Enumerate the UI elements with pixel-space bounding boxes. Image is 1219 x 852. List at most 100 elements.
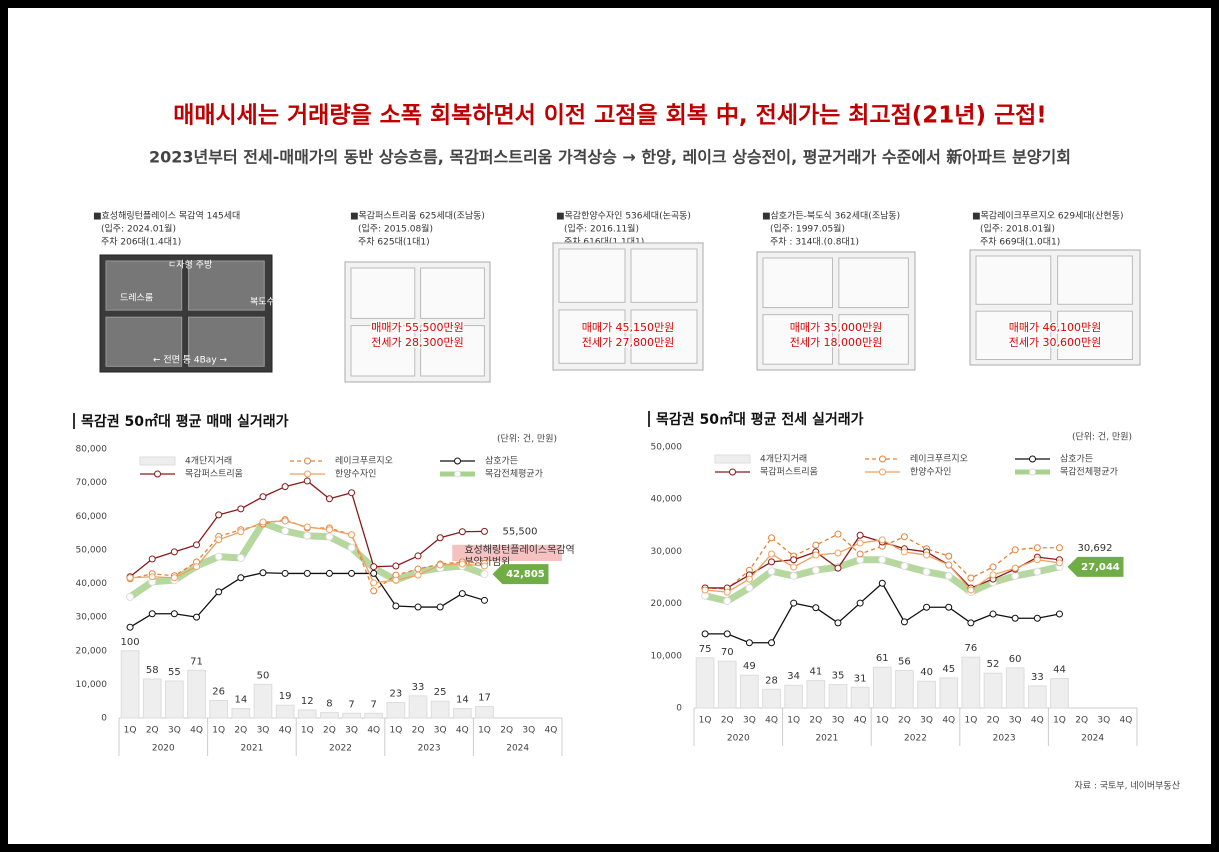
point-marker — [348, 569, 356, 577]
bar — [1027, 685, 1047, 709]
bar-value-label: 45 — [942, 664, 955, 675]
point-marker — [1055, 610, 1063, 618]
x-group-label: 2021 — [815, 734, 838, 744]
point-marker — [370, 563, 378, 571]
bar — [231, 708, 251, 719]
point-marker — [745, 575, 753, 583]
floor-room — [1057, 310, 1133, 361]
legend-marker — [454, 457, 461, 465]
point-marker — [967, 619, 975, 627]
point-marker — [745, 639, 753, 647]
bar — [784, 684, 804, 709]
floor-room — [838, 257, 909, 309]
point-marker — [900, 618, 908, 626]
bar — [828, 684, 848, 709]
x-tick-label: 3Q — [168, 726, 181, 736]
point-marker — [281, 569, 289, 577]
bar-value-label: 56 — [898, 657, 911, 668]
bar-value-label: 23 — [390, 689, 403, 700]
point-marker — [900, 548, 908, 556]
bar — [983, 672, 1003, 709]
bar — [939, 677, 959, 709]
point-marker — [414, 565, 422, 573]
room-label: 복도수납장 — [250, 297, 291, 308]
point-marker — [237, 505, 245, 513]
point-marker — [214, 552, 223, 561]
point-marker — [989, 563, 997, 571]
point-marker — [126, 623, 134, 631]
legend-marker — [304, 457, 311, 465]
legend-label: 목감퍼스트리움 — [185, 468, 243, 480]
point-marker — [480, 570, 489, 579]
point-marker — [856, 539, 864, 547]
x-tick-label: 3Q — [434, 726, 447, 736]
price-label: 전세가 27,800만원 — [582, 336, 675, 349]
x-group-label: 2023 — [418, 744, 441, 754]
price-label: 전세가 18,000만원 — [790, 336, 883, 349]
series-line — [705, 533, 1060, 590]
price-label: 매매가 46,100만원 — [1009, 321, 1102, 334]
x-tick-label: 1Q — [301, 726, 314, 736]
bar-value-label: 76 — [965, 643, 978, 654]
floor-room — [105, 260, 183, 311]
legend-label: 목감퍼스트리움 — [760, 466, 818, 478]
bar — [740, 674, 759, 709]
y-tick-label: 70,000 — [76, 478, 108, 488]
floor-room — [975, 255, 1052, 305]
plan-move-in: (입주: 2015.08월) — [358, 223, 433, 235]
point-marker — [170, 574, 178, 582]
y-tick-label: 80,000 — [76, 445, 108, 455]
x-tick-label: 3Q — [522, 726, 535, 736]
x-group-label: 2024 — [1081, 734, 1104, 744]
x-group-label: 2020 — [152, 744, 175, 754]
point-marker — [237, 528, 245, 536]
bar-value-label: 55 — [168, 667, 181, 678]
floor-room — [838, 314, 909, 365]
point-marker — [148, 610, 156, 618]
plan-name: ■삼호가든-북도식 362세대(조남동) — [762, 211, 900, 222]
x-tick-label: 1Q — [787, 716, 800, 726]
bar-value-label: 12 — [301, 696, 314, 707]
subtitle: 2023년부터 전세-매매가의 동반 상승흐름, 목감퍼스트리움 가격상승 → … — [149, 148, 1071, 167]
point-marker — [723, 630, 731, 638]
y-tick-label: 20,000 — [76, 646, 108, 656]
bar-value-label: 7 — [371, 699, 377, 710]
point-marker — [989, 610, 997, 618]
point-marker — [1033, 614, 1041, 622]
price-label: 전세가 30,600만원 — [1009, 336, 1102, 349]
point-marker — [281, 483, 289, 491]
bar-value-label: 58 — [146, 665, 159, 676]
bar — [275, 704, 295, 719]
point-marker — [259, 493, 267, 501]
x-tick-label: 1Q — [1053, 716, 1066, 726]
bar — [187, 669, 206, 719]
point-marker — [126, 574, 134, 582]
x-tick-label: 4Q — [456, 726, 469, 736]
point-marker — [436, 603, 444, 611]
floor-room — [420, 325, 485, 377]
legend-marker — [879, 455, 886, 463]
point-marker — [989, 571, 997, 579]
x-tick-label: 2Q — [809, 716, 822, 726]
bar — [717, 660, 737, 709]
point-marker — [259, 569, 267, 577]
x-group-label: 2023 — [993, 734, 1016, 744]
point-marker — [878, 579, 886, 587]
bar — [120, 650, 140, 719]
bar — [762, 688, 781, 709]
point-marker — [945, 561, 953, 569]
x-tick-label: 3Q — [345, 726, 358, 736]
point-marker — [856, 599, 864, 607]
legend-label: 삼호가든 — [1060, 454, 1093, 465]
point-marker — [878, 536, 886, 544]
point-marker — [812, 604, 820, 612]
point-marker — [723, 588, 731, 596]
point-marker — [148, 555, 156, 563]
plan-name: ■목감퍼스트리움 625세대(조남동) — [350, 210, 485, 222]
bar-value-label: 50 — [257, 670, 270, 681]
point-marker — [922, 567, 931, 576]
point-marker — [193, 541, 201, 549]
point-marker — [878, 555, 887, 564]
point-marker — [1055, 559, 1063, 567]
legend-marker — [154, 470, 161, 478]
